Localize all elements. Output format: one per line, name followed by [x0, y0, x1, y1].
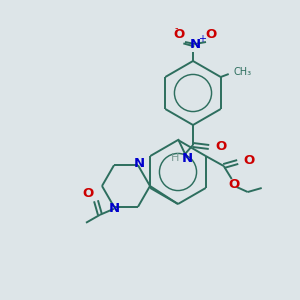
Text: O: O	[244, 154, 255, 167]
Text: O: O	[82, 187, 94, 200]
Text: N: N	[189, 38, 201, 50]
Text: O: O	[228, 178, 239, 191]
Text: O: O	[173, 28, 184, 41]
Text: +: +	[198, 34, 206, 44]
Text: O: O	[206, 28, 217, 41]
Text: -: -	[174, 23, 178, 33]
Text: N: N	[108, 202, 120, 215]
Text: N: N	[134, 157, 145, 170]
Text: N: N	[182, 152, 193, 164]
Text: O: O	[215, 140, 226, 152]
Text: H: H	[171, 153, 179, 163]
Text: CH₃: CH₃	[234, 67, 252, 77]
